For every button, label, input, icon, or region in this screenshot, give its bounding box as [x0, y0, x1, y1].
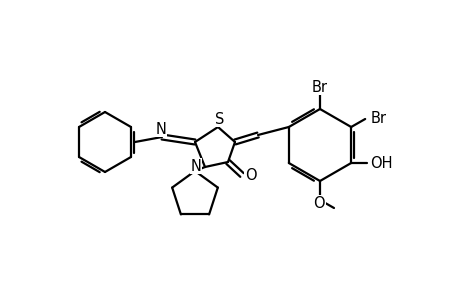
Text: N: N: [155, 122, 166, 136]
Text: Br: Br: [369, 110, 386, 125]
Text: O: O: [245, 169, 256, 184]
Text: Br: Br: [311, 80, 327, 94]
Text: O: O: [313, 196, 324, 211]
Text: S: S: [215, 112, 224, 127]
Text: N: N: [190, 158, 201, 173]
Text: OH: OH: [369, 155, 392, 170]
